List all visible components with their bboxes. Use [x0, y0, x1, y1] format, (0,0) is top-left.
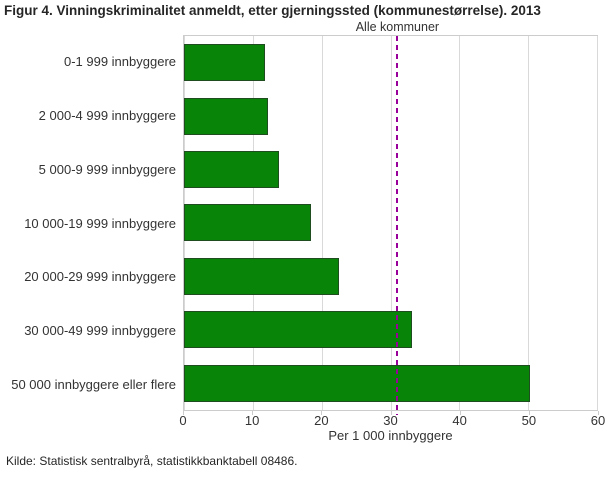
gridline [321, 36, 323, 410]
tick-mark [390, 411, 392, 415]
bar-row [184, 89, 597, 142]
figure-title: Figur 4. Vinningskriminalitet anmeldt, e… [4, 3, 541, 18]
tick-mark [321, 411, 323, 415]
category-label: 5 000-9 999 innbyggere [38, 161, 176, 177]
category-label: 0-1 999 innbyggere [63, 54, 176, 70]
x-axis-ticks: 0 10 20 30 40 50 60 [179, 411, 605, 428]
category-label: 30 000-49 999 innbyggere [24, 322, 176, 338]
reference-label-row: Alle kommuner [183, 19, 598, 35]
bar [184, 311, 412, 349]
gridline [528, 36, 530, 410]
tick-label: 20 [314, 413, 329, 428]
category-axis: 0-1 999 innbyggere 2 000-4 999 innbyggere… [4, 35, 183, 411]
tick-mark [183, 411, 184, 415]
bar [184, 204, 312, 242]
tick-label: 50 [521, 413, 537, 428]
bar-row [184, 196, 597, 249]
tick-label: 60 [590, 413, 606, 428]
bar [184, 44, 266, 82]
bar-row [184, 36, 597, 89]
category-label: 50 000 innbyggere eller flere [11, 376, 176, 392]
bar-row [184, 357, 597, 410]
gridline [390, 36, 392, 410]
plot-area [183, 35, 598, 415]
tick-mark [528, 411, 530, 415]
bar-row [184, 250, 597, 303]
tick-label: 0 [179, 413, 187, 428]
bar [184, 364, 530, 402]
bar [184, 151, 279, 189]
gridline [597, 36, 598, 410]
category-label: 10 000-19 999 innbyggere [24, 215, 176, 231]
bar [184, 257, 339, 295]
bar-rows [184, 36, 597, 410]
category-label: 20 000-29 999 innbyggere [24, 269, 176, 285]
reference-line [396, 36, 399, 415]
x-axis-title: Per 1 000 innbyggere [328, 428, 453, 443]
bar [184, 97, 268, 135]
tick-label: 40 [452, 413, 467, 428]
tick-label: 30 [383, 413, 398, 428]
tick-mark [598, 411, 599, 415]
reference-line-label: Alle kommuner [355, 20, 440, 34]
chart-body: 0-1 999 innbyggere 2 000-4 999 innbyggere… [4, 35, 598, 415]
bar-row [184, 143, 597, 196]
tick-mark [459, 411, 461, 415]
tick-mark [252, 411, 254, 415]
source-note: Kilde: Statistisk sentralbyrå, statistik… [6, 454, 298, 468]
bar-row [184, 303, 597, 356]
bar-chart: Alle kommuner 0-1 999 innbyggere 2 000-4 … [4, 19, 605, 444]
category-label: 2 000-4 999 innbyggere [38, 108, 176, 124]
gridline [459, 36, 461, 410]
tick-label: 10 [244, 413, 260, 428]
figure: Figur 4. Vinningskriminalitet anmeldt, e… [4, 3, 605, 468]
